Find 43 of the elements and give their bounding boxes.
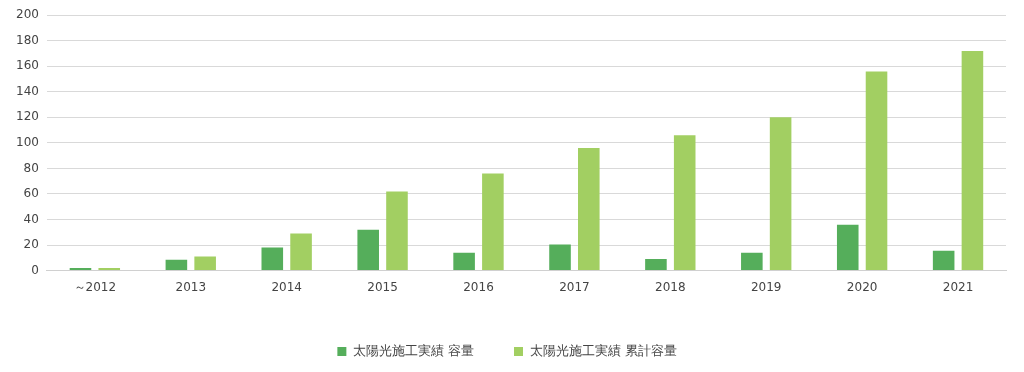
- bar: [741, 252, 763, 271]
- y-tick-label: 60: [23, 186, 39, 201]
- x-tick-label: 2019: [750, 279, 782, 294]
- x-tick-label: 2021: [942, 279, 974, 294]
- y-tick-label: 0: [31, 262, 39, 277]
- legend-label: 太陽光施工実績 累計容量: [529, 342, 677, 358]
- x-tick-label: 2020: [846, 279, 878, 294]
- x-tick-label: 2017: [559, 279, 590, 294]
- bar: [261, 247, 284, 271]
- bar: [865, 71, 888, 271]
- bar: [194, 256, 216, 271]
- bar: [578, 148, 600, 271]
- bar: [453, 252, 475, 271]
- bar: [961, 50, 984, 271]
- y-tick-label: 80: [23, 160, 39, 175]
- bar: [673, 135, 696, 271]
- x-tick-label: 2015: [367, 279, 398, 294]
- x-tick-label: ～2012: [73, 279, 117, 294]
- legend-label: 太陽光施工実績 容量: [352, 342, 475, 358]
- bar: [769, 117, 792, 271]
- bar: [290, 233, 312, 271]
- bar: [549, 244, 571, 271]
- bar: [645, 259, 667, 271]
- bar: [357, 229, 379, 271]
- bar: [98, 268, 121, 271]
- bar: [69, 268, 92, 271]
- y-tick-label: 180: [16, 32, 39, 47]
- y-tick-label: 160: [16, 58, 39, 73]
- y-tick-label: 140: [16, 83, 39, 98]
- y-tick-label: 120: [16, 109, 39, 124]
- bar: [836, 224, 859, 271]
- bar: [165, 259, 188, 271]
- x-tick-label: 2018: [655, 279, 686, 294]
- x-tick-label: 2014: [271, 279, 302, 294]
- x-tick-label: 2016: [463, 279, 494, 294]
- y-tick-label: 200: [16, 7, 39, 22]
- bar: [932, 250, 955, 271]
- bar: [386, 191, 408, 271]
- x-tick-label: 2013: [175, 279, 207, 294]
- bar: [482, 173, 504, 271]
- y-tick-label: 100: [16, 135, 39, 150]
- y-tick-label: 20: [23, 237, 39, 252]
- y-tick-label: 40: [23, 211, 39, 226]
